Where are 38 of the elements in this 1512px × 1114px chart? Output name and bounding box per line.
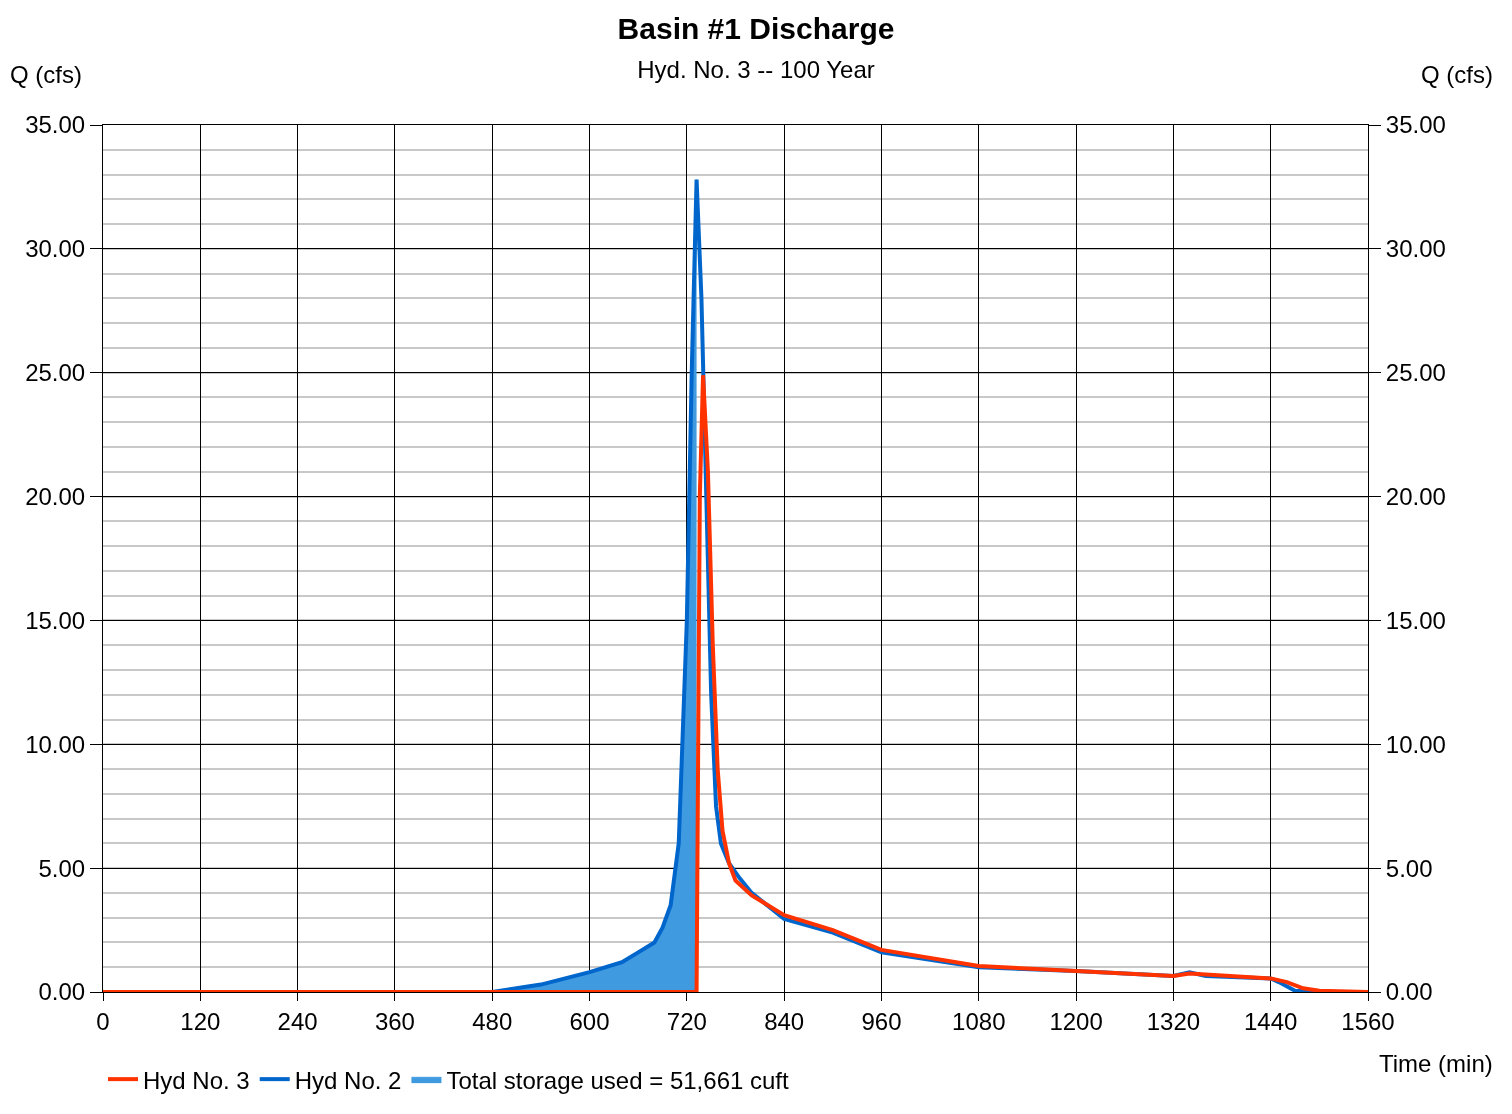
y-tick-label: 5.00 <box>38 854 86 882</box>
y-tick-label: 20.00 <box>25 482 86 510</box>
x-tick-label: 1200 <box>1049 1007 1103 1035</box>
legend-label: Hyd No. 2 <box>294 1066 402 1094</box>
x-tick-label: 960 <box>861 1007 902 1035</box>
y2-tick-label: 10.00 <box>1385 730 1446 758</box>
chart-title: Basin #1 Discharge <box>617 11 895 45</box>
y-tick-label: 10.00 <box>25 730 86 758</box>
x-tick-label: 720 <box>666 1007 707 1035</box>
y2-tick-label: 5.00 <box>1385 854 1433 882</box>
x-tick-label: 600 <box>569 1007 610 1035</box>
y-tick-label: 35.00 <box>25 111 86 139</box>
y-tick-label: 25.00 <box>25 359 86 387</box>
x-tick-label: 1320 <box>1146 1007 1201 1035</box>
x-tick-label: 1560 <box>1341 1007 1395 1035</box>
y-tick-label: 30.00 <box>25 235 86 263</box>
y2-tick-label: 30.00 <box>1385 235 1446 263</box>
y2-tick-label: 15.00 <box>1385 606 1446 634</box>
x-tick-label: 360 <box>374 1007 415 1035</box>
x-tick-label: 0 <box>96 1007 110 1035</box>
chart-subtitle: Hyd. No. 3 -- 100 Year <box>637 55 875 83</box>
x-tick-label: 1440 <box>1243 1007 1298 1035</box>
y2-axis-title: Q (cfs) <box>1421 61 1493 88</box>
x-axis-title: Time (min) <box>1379 1050 1493 1077</box>
y-tick-label: 15.00 <box>25 606 86 634</box>
y-tick-label: 0.00 <box>38 978 86 1006</box>
x-tick-label: 240 <box>277 1007 318 1035</box>
x-tick-label: 840 <box>764 1007 805 1035</box>
x-tick-label: 120 <box>180 1007 221 1035</box>
legend-label: Hyd No. 3 <box>143 1066 250 1094</box>
y2-tick-label: 0.00 <box>1385 978 1433 1006</box>
x-tick-label: 480 <box>472 1007 513 1035</box>
legend-label: Total storage used = 51,661 cuft <box>446 1066 789 1094</box>
x-tick-label: 1080 <box>952 1007 1006 1035</box>
y2-tick-label: 20.00 <box>1385 482 1446 510</box>
y2-tick-label: 25.00 <box>1385 359 1446 387</box>
y-axis-title: Q (cfs) <box>10 61 82 88</box>
y2-tick-label: 35.00 <box>1385 111 1446 139</box>
